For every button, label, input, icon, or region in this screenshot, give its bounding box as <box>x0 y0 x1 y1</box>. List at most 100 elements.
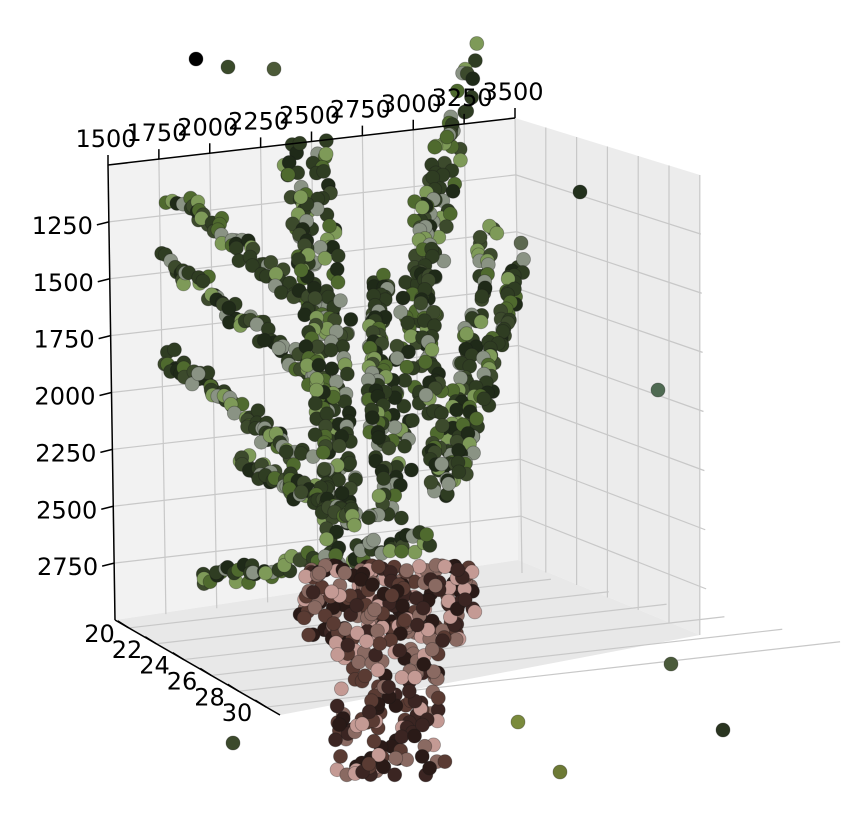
leaf-point <box>434 405 449 421</box>
root-point <box>364 577 380 592</box>
leaf-point <box>322 218 337 234</box>
leaf-point <box>397 438 413 454</box>
leaf-point <box>307 396 323 411</box>
leaf-point <box>280 167 296 183</box>
leaf-point <box>329 524 345 540</box>
axis-ticks: 1500175020002250250027503000325035001250… <box>32 78 544 727</box>
leaf-point <box>413 295 429 311</box>
grid-line-y <box>238 628 783 692</box>
root-point <box>359 633 374 649</box>
y-tick-mark <box>199 667 212 677</box>
root-point <box>407 728 422 744</box>
leaf-point <box>400 315 416 331</box>
root-point <box>411 559 427 574</box>
grid-line-z-side <box>515 174 702 235</box>
leaf-point <box>393 510 409 526</box>
leaf-point <box>381 440 397 456</box>
leaf-point <box>401 344 416 360</box>
outlier-point <box>188 51 204 67</box>
y-tick-label: 20 <box>84 620 115 648</box>
leaf-point <box>316 163 332 179</box>
z-tick-mark <box>96 221 110 226</box>
leaf-point <box>368 453 384 469</box>
root-point <box>388 750 404 766</box>
leaf-point <box>472 229 488 245</box>
y-tick-label: 24 <box>139 652 170 680</box>
leaf-point <box>307 290 323 306</box>
outlier-point <box>220 59 236 75</box>
leaf-point <box>473 314 489 330</box>
leaf-point <box>318 146 334 162</box>
scatter-points <box>154 36 731 783</box>
leaf-point <box>449 83 465 99</box>
z-tick-label: 2500 <box>36 496 97 524</box>
leaf-point <box>316 461 332 477</box>
leaf-point <box>467 53 483 68</box>
z-tick-label: 2000 <box>34 383 95 411</box>
x-tick-label: 2000 <box>177 113 238 141</box>
leaf-point <box>195 273 211 289</box>
root-point <box>337 565 353 581</box>
root-point <box>409 590 424 606</box>
grid-line-z-side <box>520 458 706 531</box>
leaf-point <box>387 419 403 435</box>
leaf-point <box>361 510 376 526</box>
leaf-point <box>319 531 335 547</box>
root-point <box>370 662 386 678</box>
leaf-point <box>332 293 348 309</box>
leaf-point <box>489 225 505 241</box>
outlier-point <box>650 382 666 398</box>
leaf-point <box>469 36 485 51</box>
z-tick-mark <box>98 334 111 340</box>
root-point <box>397 612 413 628</box>
leaf-point <box>474 288 490 304</box>
leaf-point <box>427 139 443 155</box>
leaf-point <box>293 262 309 278</box>
leaf-point <box>418 387 434 403</box>
root-point <box>331 717 347 732</box>
z-tick-label: 1750 <box>34 326 95 354</box>
leaf-point <box>459 326 475 342</box>
root-point <box>435 633 450 649</box>
leaf-point <box>339 366 355 382</box>
x-tick-label: 2750 <box>330 96 391 124</box>
leaf-point <box>307 427 323 443</box>
root-point <box>311 565 327 581</box>
leaf-point <box>441 476 457 492</box>
y-tick-label: 30 <box>222 699 253 727</box>
outlier-point <box>572 184 588 200</box>
z-tick-label: 1250 <box>32 212 93 240</box>
leaf-point <box>244 258 260 274</box>
root-point <box>354 716 370 732</box>
root-point <box>340 637 356 653</box>
leaf-point <box>424 248 440 264</box>
z-tick-mark <box>99 391 112 397</box>
leaf-point <box>399 359 415 375</box>
root-point <box>296 610 312 626</box>
leaf-point <box>278 444 294 460</box>
leaf-point <box>464 90 480 105</box>
root-point <box>349 598 365 613</box>
root-point <box>430 690 446 706</box>
outlier-point <box>225 735 241 751</box>
outlier-point <box>552 764 568 780</box>
z-tick-mark <box>100 448 113 454</box>
leaf-point <box>394 543 410 559</box>
leaf-point <box>396 398 412 414</box>
leaf-point <box>424 342 440 358</box>
root-point <box>395 598 411 614</box>
root-point <box>387 767 403 783</box>
x-tick-label: 2500 <box>279 102 340 130</box>
y-tick-label: 22 <box>112 636 143 664</box>
leaf-point <box>389 350 405 366</box>
leaf-point <box>315 444 331 460</box>
root-point <box>437 754 453 769</box>
leaf-point <box>417 354 433 370</box>
root-point <box>409 617 425 633</box>
leaf-point <box>442 206 458 222</box>
root-point <box>384 588 400 603</box>
leaf-point <box>346 517 362 533</box>
leaf-point <box>271 340 287 356</box>
leaf-point <box>309 382 324 398</box>
leaf-point <box>459 103 475 119</box>
